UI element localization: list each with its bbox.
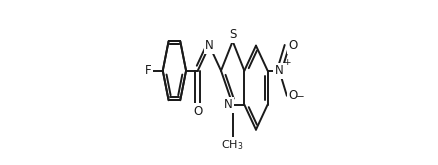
- Text: F: F: [145, 64, 151, 77]
- Text: N: N: [224, 98, 233, 111]
- Text: +: +: [283, 58, 290, 67]
- Text: −: −: [296, 92, 304, 102]
- Text: O: O: [289, 89, 298, 102]
- Text: N: N: [275, 64, 284, 77]
- Text: O: O: [193, 105, 202, 118]
- Text: CH$_3$: CH$_3$: [222, 138, 244, 152]
- Text: N: N: [205, 39, 214, 52]
- Text: S: S: [229, 28, 237, 41]
- Text: O: O: [289, 39, 298, 52]
